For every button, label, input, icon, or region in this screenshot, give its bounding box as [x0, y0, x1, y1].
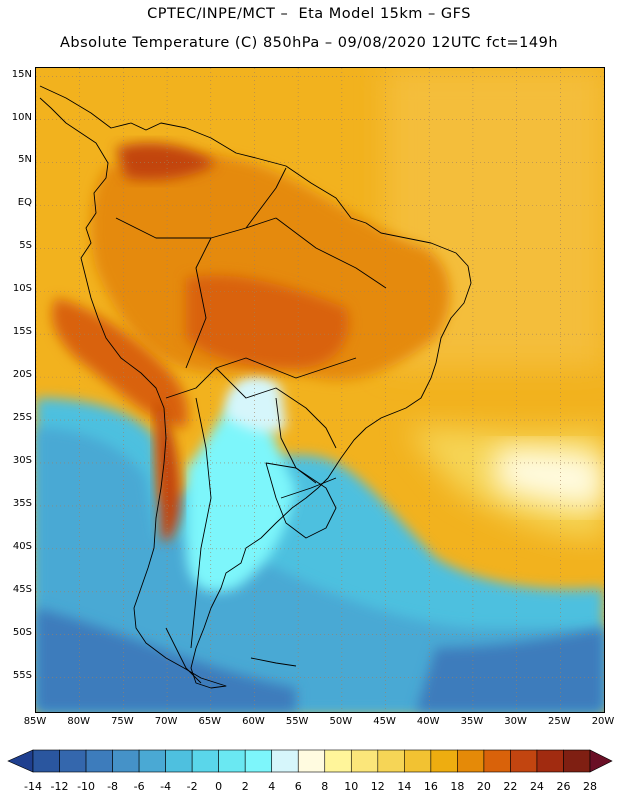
- colorbar-tick-label: 10: [344, 780, 359, 793]
- colorbar-bin: [112, 749, 140, 773]
- colorbar-bin: [191, 749, 219, 773]
- temperature-map: [35, 67, 605, 713]
- lon-tick-label: 60W: [242, 716, 265, 727]
- lat-tick-label: 20S: [12, 369, 32, 381]
- lon-tick-label: 40W: [416, 716, 440, 727]
- map-grid: [36, 68, 604, 712]
- colorbar-bin: [536, 749, 564, 773]
- lat-tick-label: 5N: [18, 154, 32, 166]
- lat-tick-label: 5S: [19, 240, 32, 252]
- colorbar-tick-label: -6: [133, 780, 145, 793]
- colorbar-tick-label: -8: [107, 780, 119, 793]
- colorbar-tick-label: 18: [450, 780, 465, 793]
- lon-tick-label: 30W: [504, 716, 527, 727]
- colorbar-bin: [165, 749, 193, 773]
- colorbar-bin: [244, 749, 273, 773]
- colorbar-bin: [377, 749, 405, 773]
- colorbar-tick-label: 20: [476, 780, 491, 793]
- colorbar-tick-label: 2: [241, 780, 249, 793]
- lat-tick-label: 55S: [12, 669, 32, 681]
- lon-tick-label: 75W: [111, 716, 134, 727]
- temperature-field: [36, 68, 604, 712]
- colorbar-min-arrow: [7, 749, 34, 773]
- lon-tick-label: 85W: [23, 716, 47, 727]
- colorbar-tick-label: -14: [24, 780, 42, 793]
- colorbar-tick-label: 24: [529, 780, 544, 793]
- lon-tick-label: 25W: [547, 716, 571, 727]
- colorbar-max-arrow: [589, 749, 613, 773]
- lat-tick-label: 15S: [12, 326, 32, 338]
- colorbar-tick-label: 16: [423, 780, 438, 793]
- lat-tick-label: 35S: [12, 497, 32, 509]
- lat-tick-label: 40S: [12, 540, 32, 552]
- colorbar-tick-label: -12: [50, 780, 69, 793]
- colorbar-bin: [510, 749, 538, 773]
- colorbar-tick-label: 14: [397, 780, 412, 793]
- lat-tick-label: 15N: [11, 68, 32, 80]
- lon-tick-label: 55W: [285, 716, 309, 727]
- colorbar-bin: [59, 749, 87, 773]
- colorbar-bin: [324, 749, 352, 773]
- colorbar-tick-label: 6: [294, 780, 302, 793]
- colorbar-bin: [483, 749, 511, 773]
- lon-tick-label: 65W: [198, 716, 222, 727]
- lat-tick-label: 45S: [12, 583, 32, 595]
- lon-tick-label: 50W: [329, 716, 353, 727]
- colorbar-bin: [404, 749, 432, 773]
- colorbar-bin: [85, 749, 113, 773]
- colorbar-bin: [563, 749, 591, 773]
- colorbar-bin: [138, 749, 166, 773]
- lat-tick-label: 30S: [12, 454, 32, 466]
- lat-tick-label: EQ: [17, 197, 32, 209]
- colorbar-tick-label: -4: [160, 780, 172, 793]
- colorbar-tick-label: 22: [503, 780, 518, 793]
- lat-tick-label: 25S: [12, 412, 32, 424]
- colorbar-bin: [457, 749, 485, 773]
- colorbar-bin: [218, 749, 246, 773]
- lat-tick-label: 50S: [12, 626, 32, 638]
- chart-subtitle: Absolute Temperature (C) 850hPa – 09/08/…: [59, 35, 559, 51]
- colorbar-tick-label: 12: [370, 780, 385, 793]
- colorbar-bin: [350, 749, 379, 773]
- lat-tick-label: 10N: [11, 111, 32, 123]
- colorbar-tick-label: 8: [321, 780, 329, 793]
- lon-tick-label: 35W: [460, 716, 484, 727]
- colorbar-bin: [297, 749, 326, 773]
- colorbar-tick-label: 4: [268, 780, 276, 793]
- colorbar: [7, 749, 613, 773]
- coastlines: [39, 85, 472, 689]
- colorbar-tick-label: -2: [186, 780, 198, 793]
- lon-tick-label: 70W: [154, 716, 178, 727]
- colorbar-tick-label: -10: [77, 780, 96, 793]
- colorbar-tick-label: 26: [556, 780, 571, 793]
- chart-title: CPTEC/INPE/MCT – Eta Model 15km – GFS: [147, 6, 471, 22]
- colorbar-bin: [32, 749, 60, 773]
- lon-tick-label: 20W: [591, 716, 615, 727]
- colorbar-tick-label: 28: [583, 780, 597, 793]
- lon-tick-label: 45W: [373, 716, 396, 727]
- lon-tick-label: 80W: [67, 716, 90, 727]
- lat-tick-label: 10S: [12, 283, 32, 295]
- colorbar-bin: [430, 749, 458, 773]
- colorbar-bin: [271, 749, 299, 773]
- colorbar-tick-label: 0: [215, 780, 223, 793]
